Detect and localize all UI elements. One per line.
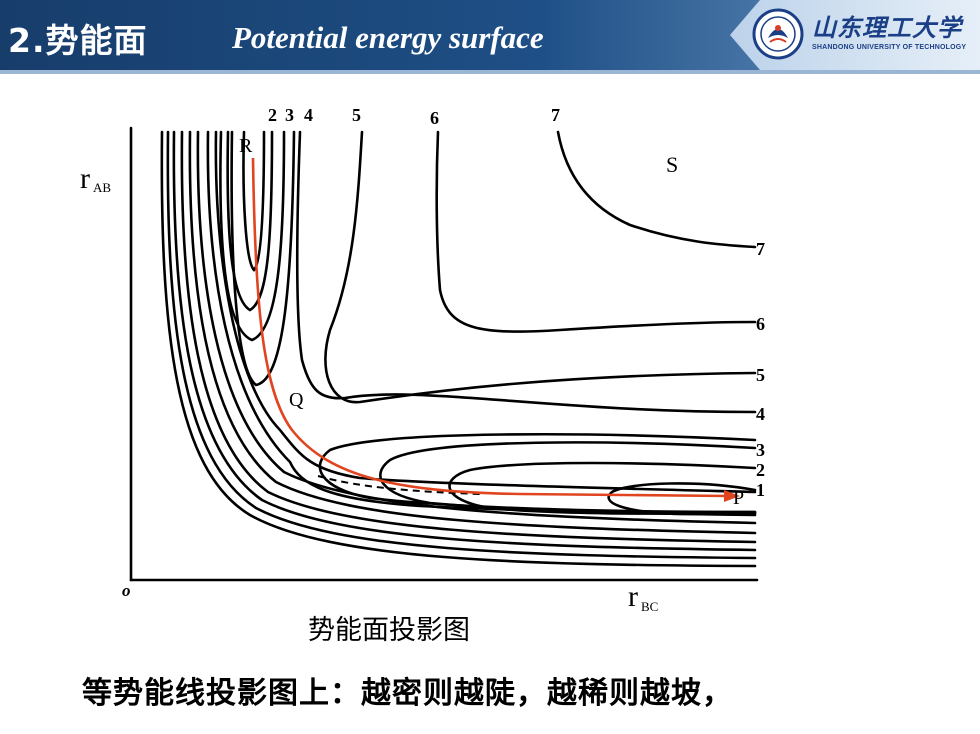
contour-3 — [318, 432, 757, 514]
diagram-caption: 势能面投影图 — [308, 615, 470, 646]
point-p-label: P — [733, 487, 744, 509]
contour-loop — [242, 130, 266, 272]
contour-top-label: 5 — [352, 105, 361, 125]
contour-loop-3 — [379, 441, 757, 514]
contour-line — [160, 130, 757, 568]
contour-7 — [556, 130, 757, 249]
slide-title: 2.势能面 — [8, 21, 148, 60]
x-axis-label-sub: BC — [641, 599, 658, 614]
header-stripe — [0, 70, 980, 74]
y-axis-label-sub: AB — [93, 180, 111, 195]
contour-loop-2 — [448, 461, 757, 516]
contour-right-label: 4 — [756, 404, 765, 424]
point-q-label: Q — [289, 389, 304, 411]
contour-4 — [295, 130, 757, 414]
contour-loop — [230, 130, 296, 387]
contour-loop — [219, 130, 286, 342]
point-s-label: S — [666, 152, 678, 177]
university-seal-icon — [752, 8, 804, 60]
point-r-label: R — [239, 135, 253, 157]
contour-line — [214, 130, 757, 494]
contour-top-label: 4 — [304, 105, 313, 125]
origin-label: o — [122, 581, 131, 600]
contour-top-label: 2 — [268, 105, 277, 125]
slide-title-english: Potential energy surface — [232, 20, 544, 55]
contour-5 — [324, 130, 757, 404]
arrow-head — [724, 490, 740, 502]
university-name: 山东理工大学 — [812, 13, 962, 42]
contour-right-label: 5 — [756, 365, 765, 385]
contour-right-label: 2 — [756, 460, 765, 480]
reaction-path-arrow — [251, 157, 729, 498]
contour-line — [196, 130, 757, 525]
contour-top-label: 6 — [430, 108, 439, 128]
university-name-english: SHANDONG UNIVERSITY OF TECHNOLOGY — [812, 44, 967, 51]
x-axis-label: r — [628, 580, 638, 613]
contour-line — [172, 130, 757, 552]
contour-line — [166, 130, 757, 560]
y-axis-label: r — [80, 162, 90, 195]
contour-6 — [435, 130, 757, 333]
contour-right-label: 1 — [756, 480, 765, 500]
contour-loop — [226, 130, 274, 312]
contour-top-label: 7 — [551, 105, 560, 125]
explanation-text: 等势能线投影图上：越密则越陡，越稀则越坡， — [82, 676, 733, 711]
contour-top-label: 3 — [285, 105, 294, 125]
dashed-reaction-path — [317, 475, 481, 495]
contour-right-label: 3 — [756, 440, 765, 460]
contour-right-label: 7 — [756, 239, 765, 259]
contour-line — [180, 130, 757, 544]
contour-line — [188, 130, 757, 535]
contour-right-label: 6 — [756, 314, 765, 334]
